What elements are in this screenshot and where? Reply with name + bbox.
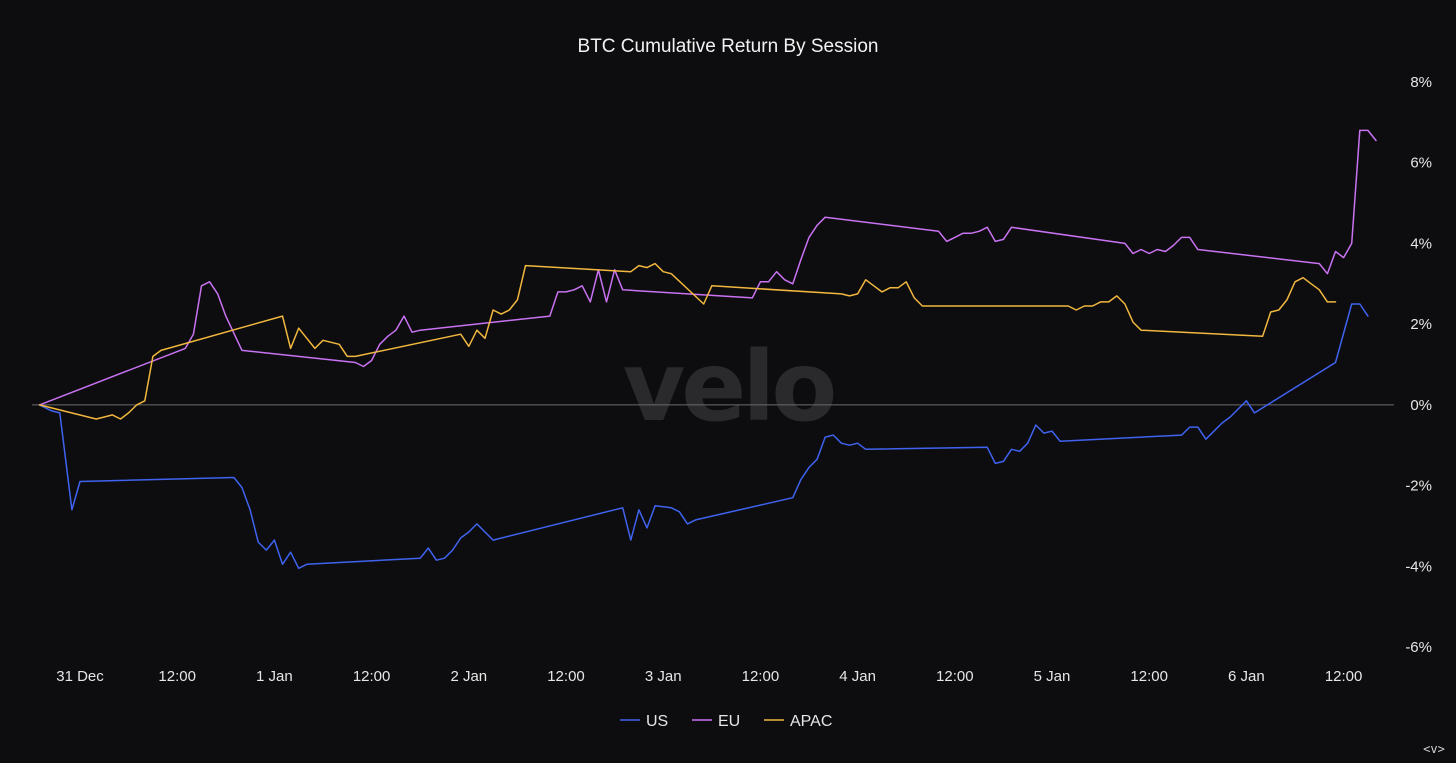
chart-title: BTC Cumulative Return By Session: [578, 36, 879, 57]
x-tick-label: 12:00: [353, 668, 391, 685]
legend-item-eu[interactable]: EU: [692, 713, 740, 730]
legend-label: EU: [718, 713, 740, 730]
x-tick-label: 4 Jan: [839, 668, 876, 685]
x-tick-label: 12:00: [547, 668, 585, 685]
legend-label: US: [646, 713, 668, 730]
series-line-eu: [38, 129, 1377, 406]
y-tick-label: 6%: [1410, 155, 1432, 172]
watermark-logo: velo: [623, 331, 834, 443]
legend-label: APAC: [790, 713, 832, 730]
x-tick-label: 12:00: [936, 668, 974, 685]
x-tick-label: 31 Dec: [56, 668, 104, 685]
y-tick-label: 8%: [1410, 74, 1432, 91]
series-lines: [38, 129, 1377, 570]
x-tick-label: 12:00: [1325, 668, 1363, 685]
y-tick-label: -6%: [1405, 639, 1432, 656]
series-line-apac: [38, 262, 1337, 420]
series-line-us: [38, 303, 1369, 570]
x-tick-label: 3 Jan: [645, 668, 682, 685]
x-tick-label: 1 Jan: [256, 668, 293, 685]
x-tick-label: 6 Jan: [1228, 668, 1265, 685]
y-axis: 8% 6% 4% 2% 0% -2% -4% -6%: [1405, 74, 1432, 656]
legend-item-us[interactable]: US: [620, 713, 668, 730]
legend-item-apac[interactable]: APAC: [764, 713, 832, 730]
legend[interactable]: US EU APAC: [620, 713, 832, 730]
x-tick-label: 5 Jan: [1034, 668, 1071, 685]
x-tick-label: 12:00: [1130, 668, 1168, 685]
y-tick-label: 2%: [1410, 316, 1432, 333]
x-tick-label: 12:00: [742, 668, 780, 685]
x-tick-label: 12:00: [158, 668, 196, 685]
corner-logo-mark: <v>: [1423, 742, 1445, 756]
y-tick-label: 4%: [1410, 235, 1432, 252]
y-tick-label: -4%: [1405, 558, 1432, 575]
y-tick-label: -2%: [1405, 478, 1432, 495]
x-tick-label: 2 Jan: [450, 668, 487, 685]
y-tick-label: 0%: [1410, 397, 1432, 414]
x-axis: 31 Dec 12:00 1 Jan 12:00 2 Jan 12:00 3 Jan 12:0…: [56, 668, 1362, 685]
